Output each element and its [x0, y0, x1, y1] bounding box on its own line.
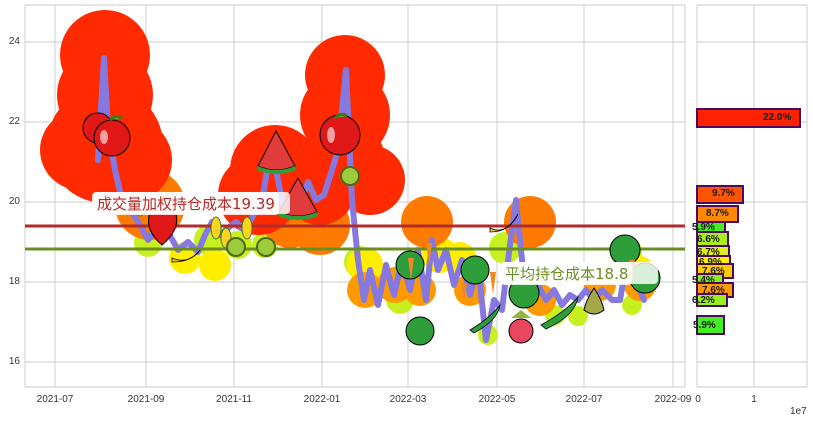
- banana-icon: [171, 213, 519, 263]
- bar-pct: 7.6%: [702, 285, 725, 296]
- r-tick-1: 1: [751, 394, 757, 405]
- x-tick: 2021-07: [36, 394, 74, 405]
- weighted-cost-label: 成交量加权持仓成本19.39: [93, 192, 279, 215]
- y-tick-24: 24: [8, 36, 20, 47]
- x-tick: 2022-07: [565, 394, 603, 405]
- bar-pct: 6.9%: [699, 257, 722, 268]
- bar-pct: 6.6%: [697, 234, 720, 245]
- r-tick-0: 0: [695, 394, 701, 405]
- y-tick-16: 16: [8, 356, 20, 367]
- kiwi-icon: [226, 166, 360, 257]
- bar-pct: 6.7%: [697, 247, 720, 258]
- bar-pct: 22.0%: [763, 112, 792, 123]
- bar-pct: 5.9%: [693, 320, 716, 331]
- pear-icon: [583, 287, 605, 315]
- bar-pct: 5.9%: [692, 222, 715, 233]
- r-axis-offset: 1e7: [790, 406, 807, 417]
- x-tick: 2022-05: [478, 394, 516, 405]
- pea-pod-icon: [469, 295, 579, 334]
- x-tick: 2021-11: [216, 394, 252, 405]
- y-tick-20: 20: [8, 196, 20, 207]
- avg-cost-label: 平均持仓成本18.8: [501, 262, 633, 285]
- distribution-axes: [696, 4, 808, 388]
- volume-bars: [696, 108, 801, 335]
- watermelon-slice-icon: [257, 129, 296, 174]
- bar-pct: 5.4%: [692, 275, 715, 286]
- bar-pct: 9.7%: [712, 188, 735, 199]
- x-tick: 2022-01: [303, 394, 341, 405]
- price-line: [95, 55, 647, 343]
- x-tick: 2022-03: [389, 394, 427, 405]
- bar-pct: 7.6%: [702, 266, 725, 277]
- radish-icon: [508, 310, 534, 344]
- main-axes: [24, 4, 686, 388]
- bar-pct: 6.2%: [692, 295, 715, 306]
- apple-icon: [319, 112, 361, 156]
- x-tick: 2022-09: [654, 394, 692, 405]
- y-tick-18: 18: [8, 276, 20, 287]
- bar-pct: 8.7%: [706, 208, 729, 219]
- apple-icon: [82, 112, 131, 157]
- x-tick: 2021-09: [127, 394, 165, 405]
- y-tick-22: 22: [8, 116, 20, 127]
